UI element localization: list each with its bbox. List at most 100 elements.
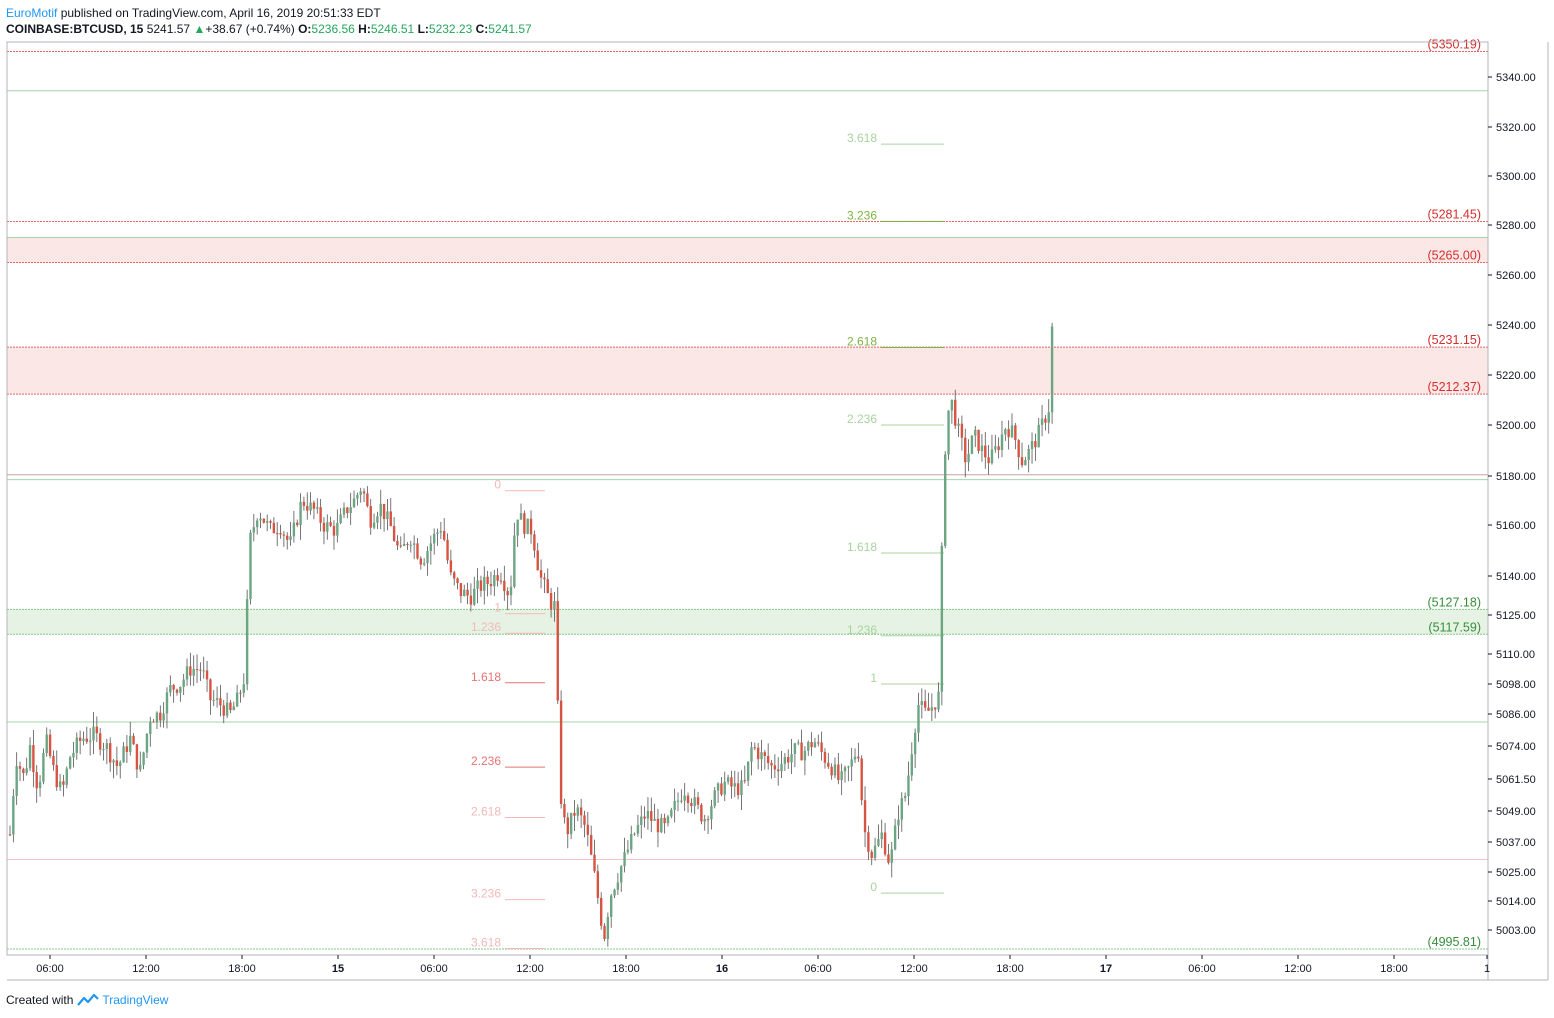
down-candle: [152, 718, 155, 723]
candle-body: [610, 895, 613, 917]
down-candle: [396, 535, 399, 551]
candle-body: [566, 817, 569, 835]
candle-body: [954, 399, 957, 426]
candle-body: [529, 518, 533, 535]
down-candle: [954, 389, 957, 429]
candle-body: [509, 586, 513, 596]
down-candle: [800, 729, 803, 761]
up-candle: [412, 535, 416, 560]
up-candle: [105, 738, 109, 765]
candle-body: [503, 580, 506, 592]
candle-body: [937, 691, 940, 710]
up-candle: [75, 732, 78, 760]
candle-body: [853, 756, 857, 760]
x-tick-label: 18:00: [1380, 963, 1408, 975]
up-candle: [88, 728, 92, 756]
candle-body: [209, 679, 212, 701]
down-candle: [984, 432, 987, 469]
candle-body: [780, 763, 783, 772]
candle-body: [199, 669, 202, 671]
down-candle: [559, 690, 563, 809]
up-candle: [192, 655, 195, 686]
candle-body: [683, 795, 686, 801]
candle-body: [710, 806, 713, 820]
candle-body: [449, 560, 453, 573]
candle-body: [416, 543, 419, 559]
candle-body: [760, 752, 763, 760]
candle-body: [573, 812, 576, 816]
candle-body: [666, 816, 670, 824]
candle-body: [392, 526, 396, 541]
down-candle: [52, 750, 55, 771]
footer: Created with TradingView: [6, 992, 168, 1008]
candle-body: [703, 819, 706, 822]
up-candle: [316, 498, 319, 514]
price-chart[interactable]: (5350.19) (5281.45) (5265.00) (5231.15) (521…: [0, 0, 1554, 990]
candle-body: [923, 701, 927, 708]
up-candle: [877, 824, 880, 847]
up-candle: [259, 512, 262, 529]
down-candle: [159, 705, 162, 728]
candle-body: [72, 752, 75, 758]
candle-body: [850, 759, 853, 767]
close-value: 5241.57: [488, 22, 532, 36]
up-candle: [626, 840, 630, 855]
x-tick-label: 06:00: [420, 963, 448, 975]
up-candle: [12, 789, 15, 843]
candle-body: [1037, 424, 1040, 448]
up-candle: [840, 763, 843, 796]
y-tick-label: 5240.00: [1496, 320, 1536, 332]
candle-body: [773, 765, 777, 770]
down-candle: [22, 767, 25, 781]
candle-body: [432, 533, 436, 544]
up-candle: [349, 492, 352, 526]
open-label: O:: [298, 22, 312, 36]
up-candle: [202, 656, 205, 679]
candle-body: [52, 756, 55, 766]
candle-body: [302, 501, 306, 506]
down-candle: [222, 699, 225, 724]
down-candle: [663, 813, 666, 834]
candle-body: [45, 734, 48, 753]
up-candle: [235, 684, 239, 707]
candle-body: [1020, 457, 1024, 466]
x-tick-label: 06:00: [804, 963, 832, 975]
down-candle: [322, 517, 326, 545]
candle-body: [933, 707, 937, 710]
tradingview-link[interactable]: TradingView: [102, 993, 169, 1007]
up-candle: [723, 771, 726, 802]
candle-body: [486, 576, 489, 584]
y-tick-label: 5086.00: [1496, 709, 1536, 721]
candle-body: [28, 745, 32, 769]
candle-body: [1047, 412, 1050, 423]
candle-body: [1040, 418, 1044, 425]
down-candle: [8, 825, 12, 837]
candle-body: [379, 503, 382, 517]
up-candle: [950, 399, 954, 424]
down-candle: [770, 760, 773, 779]
fib-level-label: 3.236: [471, 887, 501, 901]
candle-body: [549, 593, 553, 610]
author-link[interactable]: EuroMotif: [6, 6, 58, 20]
candle-body: [817, 742, 820, 744]
candle-body: [289, 536, 292, 540]
y-tick-label: 5098.00: [1496, 679, 1536, 691]
down-candle: [115, 746, 119, 776]
candle-body: [643, 816, 646, 819]
candle-body: [837, 764, 840, 781]
candle-body: [149, 721, 152, 735]
candle-body: [770, 762, 773, 766]
down-candle: [686, 792, 690, 813]
y-tick-label: 5003.00: [1496, 925, 1536, 937]
candle-body: [720, 783, 723, 795]
up-candle: [356, 492, 359, 506]
candle-body: [1010, 425, 1014, 438]
up-candle: [509, 575, 513, 606]
up-candle: [289, 521, 292, 546]
price-change: +38.67 (+0.74%): [205, 22, 295, 36]
symbol-label[interactable]: COINBASE:BTCUSD, 15: [6, 22, 144, 36]
candle-body: [877, 839, 880, 846]
candle-body: [656, 818, 660, 833]
candle-body: [406, 543, 409, 545]
candle-body: [563, 804, 566, 818]
